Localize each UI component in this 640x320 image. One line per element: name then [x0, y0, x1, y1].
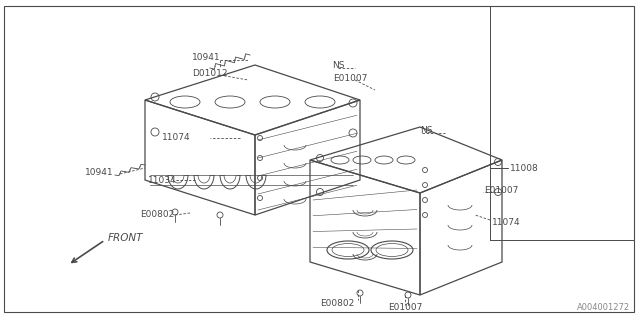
Text: 11008: 11008	[510, 164, 539, 172]
Text: 11074: 11074	[162, 132, 191, 141]
Text: FRONT: FRONT	[108, 233, 143, 243]
Text: E01007: E01007	[484, 186, 518, 195]
Text: A004001272: A004001272	[577, 303, 630, 312]
Text: E00802: E00802	[140, 210, 174, 219]
Text: E01007: E01007	[388, 303, 422, 313]
Text: 11074: 11074	[492, 218, 520, 227]
Text: 11034: 11034	[148, 175, 177, 185]
Text: 10941: 10941	[85, 167, 114, 177]
Text: 10941: 10941	[192, 52, 221, 61]
Text: NS: NS	[332, 60, 344, 69]
Text: D01012: D01012	[192, 68, 227, 77]
Text: E00802: E00802	[320, 299, 355, 308]
Text: E01007: E01007	[333, 74, 367, 83]
Text: NS: NS	[420, 125, 433, 134]
